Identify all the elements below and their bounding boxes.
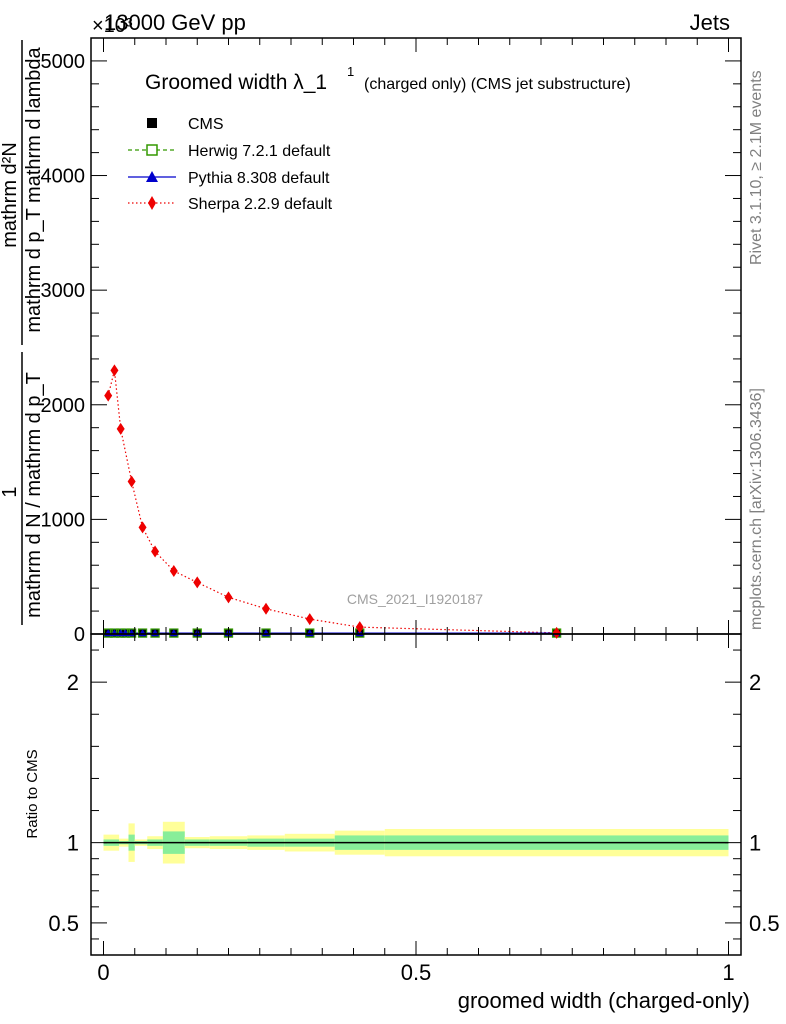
- process-label: Jets: [690, 10, 730, 35]
- sherpa-point: [552, 626, 561, 639]
- ratio-tick-label: 1: [67, 831, 79, 856]
- exponent-label: ×10³: [92, 15, 133, 37]
- legend-item-pythia: Pythia 8.308 default: [128, 170, 330, 187]
- title-main: Groomed width λ_1: [145, 71, 327, 94]
- sherpa-point: [355, 621, 364, 634]
- ratio-tick-label-right: 2: [749, 670, 761, 695]
- mcplots-label: mcplots.cern.ch [arXiv:1306.3436]: [748, 388, 765, 630]
- sherpa-point: [151, 545, 160, 558]
- rivet-label: Rivet 3.1.10, ≥ 2.1M events: [748, 70, 765, 265]
- legend: CMS Herwig 7.2.1 default Pythia 8.308 de…: [128, 116, 333, 213]
- plot-title: Groomed width λ_1 1 (charged only) (CMS …: [145, 64, 631, 94]
- sherpa-point: [104, 389, 113, 402]
- main-ylabel: 1 mathrm d N / mathrm d p_T mathrm d²N m…: [0, 40, 45, 625]
- y-tick-label: 2000: [41, 395, 86, 417]
- sherpa-point: [138, 521, 147, 534]
- y-tick-label: 0: [74, 624, 85, 646]
- legend-label-cms: CMS: [188, 116, 224, 133]
- legend-item-herwig: Herwig 7.2.1 default: [128, 143, 331, 160]
- ratio-frame: [90, 633, 742, 956]
- sherpa-point: [193, 576, 202, 589]
- main-series: [103, 364, 562, 639]
- y-tick-label: 4000: [41, 166, 86, 188]
- sherpa-line: [107, 370, 557, 634]
- x-axis-title: groomed width (charged-only): [458, 988, 750, 1013]
- sherpa-point: [116, 422, 125, 435]
- ylabel-numerator: 1: [0, 486, 21, 497]
- x-tick-label: 1: [722, 960, 734, 985]
- sherpa-point: [169, 564, 178, 577]
- legend-item-cms: CMS: [147, 116, 224, 133]
- ratio-tick-label: 0.5: [48, 911, 79, 936]
- ylabel-denominator: mathrm d N / mathrm d p_T: [23, 372, 45, 618]
- ylabel-factor-numerator: mathrm d²N: [0, 142, 21, 248]
- title-rest: (charged only) (CMS jet substructure): [364, 76, 631, 93]
- y-tick-label: 3000: [41, 280, 86, 302]
- sherpa-point: [224, 591, 233, 604]
- x-tick-label: 0: [97, 960, 109, 985]
- legend-label-herwig: Herwig 7.2.1 default: [188, 143, 331, 160]
- energy-label: 13000 GeV pp: [104, 10, 246, 35]
- ratio-ylabel: Ratio to CMS: [24, 749, 41, 838]
- legend-marker-cms: [147, 118, 157, 128]
- legend-marker-sherpa: [148, 196, 156, 210]
- ratio-tick-label-right: 1: [749, 831, 761, 856]
- title-superscript: 1: [347, 64, 354, 79]
- y-tick-label: 5000: [41, 51, 86, 73]
- legend-item-sherpa: Sherpa 2.2.9 default: [128, 196, 333, 213]
- legend-label-sherpa: Sherpa 2.2.9 default: [188, 196, 333, 213]
- analysis-id: CMS_2021_I1920187: [347, 591, 483, 607]
- legend-marker-pythia: [146, 171, 158, 182]
- ratio-tick-label-right: 0.5: [749, 911, 780, 936]
- ratio-tick-label: 2: [67, 670, 79, 695]
- axes: 0 0.5 1 0 1000 2000 3000 4000 5000 0.5 0.5 1 1 2 2: [41, 37, 780, 985]
- legend-label-pythia: Pythia 8.308 default: [188, 170, 330, 187]
- x-tick-label: 0.5: [401, 960, 432, 985]
- y-tick-label: 1000: [41, 509, 86, 531]
- sherpa-point: [305, 613, 314, 626]
- ylabel-factor-denominator: mathrm d p_T mathrm d lambda: [23, 46, 45, 332]
- sherpa-point: [262, 602, 270, 615]
- sherpa-point: [127, 475, 136, 488]
- sherpa-point: [110, 364, 119, 377]
- legend-marker-herwig: [146, 144, 158, 156]
